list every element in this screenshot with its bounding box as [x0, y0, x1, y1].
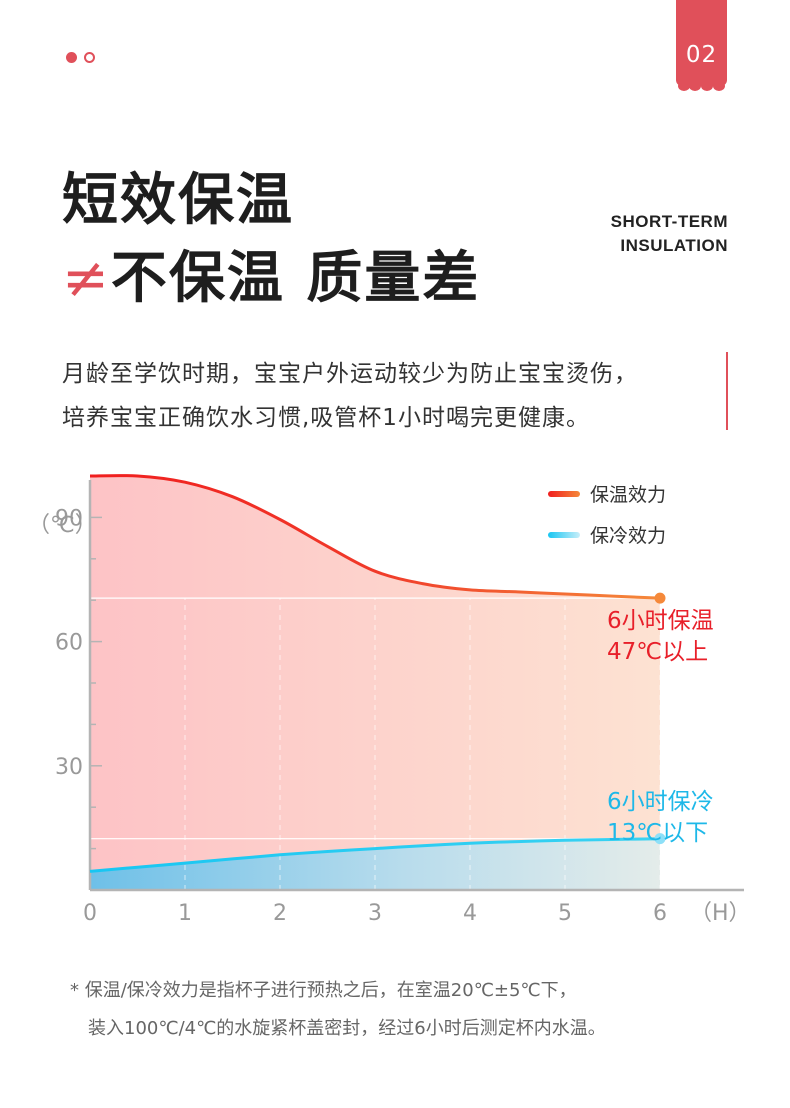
warm-annotation-line1: 6小时保温 [607, 608, 714, 634]
legend-cold-swatch [548, 532, 580, 538]
warm-series-line [89, 474, 661, 600]
y-tick-label: 30 [55, 755, 83, 780]
x-tick-label: 2 [273, 901, 287, 926]
page-number: 02 [685, 42, 718, 68]
y-tick-label: 60 [55, 631, 83, 656]
page-title-line2: ≠不保温 质量差 [62, 233, 480, 314]
cold-annotation-line1: 6小时保冷 [607, 789, 714, 815]
not-equal-symbol: ≠ [62, 246, 111, 311]
footnote-line2: 装入100℃/4℃的水旋紧杯盖密封，经过6小时后测定杯内水温。 [88, 1018, 606, 1039]
temperature-chart: 30 60 90 0 1 2 3 4 5 6 （℃） （H） 保温效力 保冷效力 6小时保温 4… [28, 474, 751, 926]
warm-series-area [90, 475, 660, 890]
page-number-badge: 02 [676, 0, 727, 91]
page-title-line2-text: 不保温 质量差 [110, 246, 481, 311]
indicator-dot-outline [84, 52, 95, 63]
x-tick-label: 1 [178, 901, 192, 926]
accent-divider [726, 352, 728, 430]
warm-annotation: 6小时保温 47℃以上 [607, 608, 714, 665]
badge-scallop [713, 81, 725, 91]
description-line1: 月龄至学饮时期，宝宝户外运动较少为防止宝宝烫伤， [62, 361, 638, 387]
badge-scallop [689, 81, 701, 91]
english-title-line2: INSULATION [620, 236, 728, 255]
footnote-line1: * 保温/保冷效力是指杯子进行预热之后，在室温20℃±5℃下， [70, 980, 577, 1001]
footnote: * 保温/保冷效力是指杯子进行预热之后，在室温20℃±5℃下， 装入100℃/4… [70, 972, 770, 1048]
chart-axes [88, 480, 744, 892]
description: 月龄至学饮时期，宝宝户外运动较少为防止宝宝烫伤， 培养宝宝正确饮水习惯,吸管杯1… [62, 352, 712, 440]
cold-series-line [89, 837, 661, 873]
x-tick-label: 4 [463, 901, 477, 926]
warm-annotation-line2: 47℃以上 [607, 639, 708, 665]
cold-annotation: 6小时保冷 13℃以下 [607, 789, 714, 846]
cold-series-area [90, 838, 660, 890]
legend-cold-label: 保冷效力 [590, 525, 666, 547]
x-tick-label: 5 [558, 901, 572, 926]
vertical-gridlines [184, 598, 661, 890]
y-axis-ticks: 30 60 90 [55, 475, 102, 850]
x-axis-ticks: 0 1 2 3 4 5 6 [83, 901, 667, 926]
description-line2: 培养宝宝正确饮水习惯,吸管杯1小时喝完更健康。 [62, 405, 590, 431]
badge-scallop [701, 81, 713, 91]
legend-warm-swatch [548, 491, 580, 497]
x-tick-label: 3 [368, 901, 382, 926]
x-tick-label: 6 [653, 901, 667, 926]
badge-scallop [678, 81, 690, 91]
legend-warm-label: 保温效力 [590, 484, 666, 506]
y-tick-label: 90 [55, 506, 83, 531]
indicator-dot-filled [66, 52, 77, 63]
page-title-line1: 短效保温 [62, 168, 294, 233]
y-axis-label: （℃） [28, 513, 97, 538]
x-axis-label: （H） [690, 901, 751, 926]
english-title-line1: SHORT-TERM [610, 212, 728, 231]
warm-series-endpoint [654, 592, 666, 604]
cold-series-endpoint [654, 833, 666, 845]
cold-annotation-line2: 13℃以下 [607, 820, 708, 846]
reference-lines [90, 597, 660, 840]
x-tick-label: 0 [83, 901, 97, 926]
english-title: SHORT-TERM INSULATION [611, 210, 728, 258]
chart-legend: 保温效力 保冷效力 [548, 484, 666, 547]
